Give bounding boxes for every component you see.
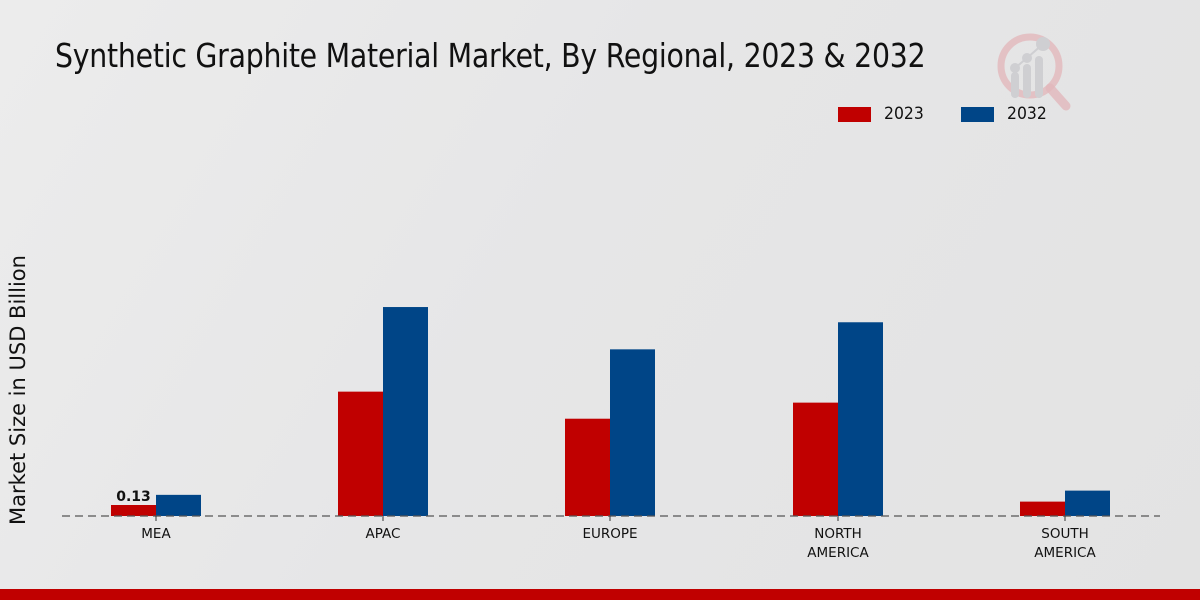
x-tick-label: NORTH xyxy=(814,526,862,542)
bar-2032-mea xyxy=(156,494,201,516)
x-tick-label: EUROPE xyxy=(582,526,637,542)
chart-legend: 2023 2032 xyxy=(838,104,1085,124)
bar-2023-north-america xyxy=(793,402,838,516)
chart-title: Synthetic Graphite Material Market, By R… xyxy=(55,36,926,75)
bar-2023-south-america xyxy=(1020,501,1065,516)
legend-label-2023: 2023 xyxy=(884,104,924,124)
legend-label-2032: 2032 xyxy=(1007,104,1048,124)
brand-logo-icon xyxy=(997,33,1071,111)
legend-swatch-2032 xyxy=(961,106,995,122)
data-label: 0.13 xyxy=(116,489,151,505)
bar-2023-europe xyxy=(565,418,610,516)
bar-2032-apac xyxy=(383,307,428,516)
x-tick-label: MEA xyxy=(141,526,171,542)
legend-swatch-2023 xyxy=(838,106,871,122)
bar-2032-europe xyxy=(610,349,655,516)
x-tick-label: AMERICA xyxy=(807,545,869,561)
legend-item-2023[interactable]: 2023 xyxy=(838,104,927,124)
bottom-accent-bar xyxy=(0,589,1200,600)
x-tick-label: SOUTH xyxy=(1041,526,1088,542)
bar-2032-south-america xyxy=(1065,490,1110,516)
x-tick-label: APAC xyxy=(366,526,401,542)
bar-2032-north-america xyxy=(838,322,883,516)
bar-2023-mea xyxy=(111,505,156,516)
bar-2023-apac xyxy=(338,391,383,516)
x-tick-label: AMERICA xyxy=(1034,545,1096,561)
legend-item-2032[interactable]: 2032 xyxy=(961,104,1050,124)
